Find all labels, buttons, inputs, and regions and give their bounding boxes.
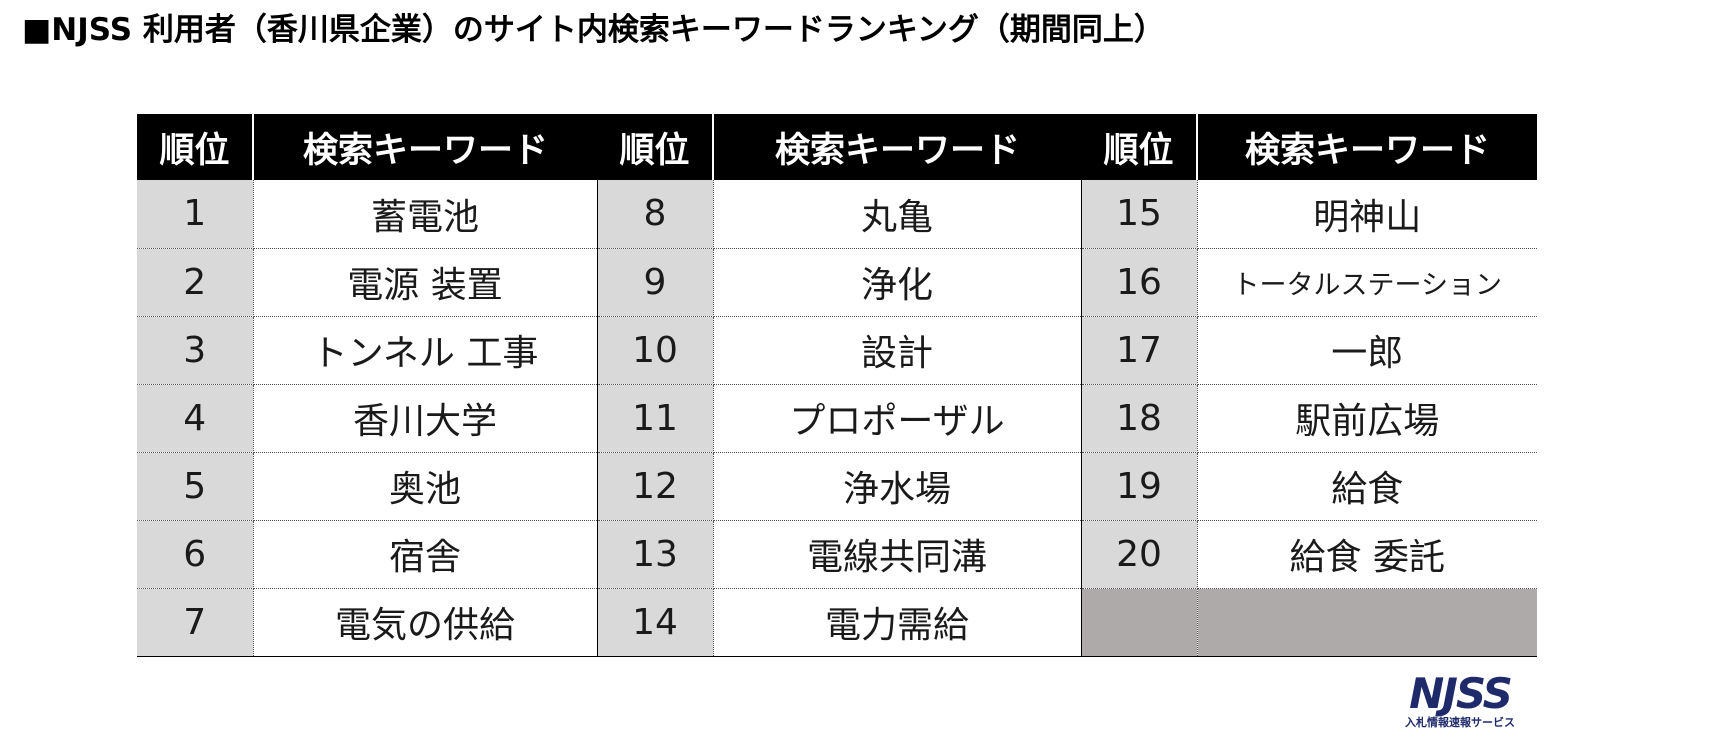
rank-cell: 5: [137, 452, 254, 521]
keyword-ranking-table: 順位 検索キーワード 順位 検索キーワード 順位 検索キーワード 1 蓄電池 8…: [137, 114, 1537, 657]
rank-cell: 6: [137, 520, 254, 589]
logo-subtitle: 入札情報速報サービス: [1405, 716, 1515, 729]
keyword-cell: 浄化: [713, 248, 1082, 317]
rank-cell: 18: [1081, 384, 1198, 453]
keyword-cell: トータルステーション: [1197, 248, 1537, 317]
header-keyword: 検索キーワード: [253, 114, 597, 180]
header-keyword: 検索キーワード: [1197, 114, 1537, 180]
keyword-cell: 駅前広場: [1197, 384, 1537, 453]
keyword-cell: トンネル 工事: [253, 316, 598, 385]
rank-cell: 8: [597, 180, 714, 249]
keyword-cell: 電源 装置: [253, 248, 598, 317]
header-keyword: 検索キーワード: [713, 114, 1081, 180]
page-title: ■NJSS 利用者（香川県企業）のサイト内検索キーワードランキング（期間同上）: [22, 12, 1165, 48]
njss-logo: NJSS 入札情報速報サービス: [1390, 672, 1530, 738]
keyword-cell: 奥池: [253, 452, 598, 521]
rank-cell: 20: [1081, 520, 1198, 589]
keyword-cell: 給食: [1197, 452, 1537, 521]
keyword-cell: 設計: [713, 316, 1082, 385]
rank-cell: 12: [597, 452, 714, 521]
rank-cell: 15: [1081, 180, 1198, 249]
keyword-cell: 電力需給: [713, 588, 1082, 657]
rank-cell: 14: [597, 588, 714, 657]
logo-mark: NJSS: [1409, 669, 1513, 718]
keyword-cell: 香川大学: [253, 384, 598, 453]
header-rank: 順位: [137, 114, 254, 180]
empty-keyword-cell: [1197, 588, 1537, 657]
rank-cell: 4: [137, 384, 254, 453]
table-row: 4 香川大学 11 プロポーザル 18 駅前広場: [137, 384, 1537, 453]
rank-cell: 13: [597, 520, 714, 589]
keyword-cell: 電線共同溝: [713, 520, 1082, 589]
empty-rank-cell: [1081, 588, 1198, 657]
keyword-cell: 一郎: [1197, 316, 1537, 385]
keyword-cell: 宿舎: [253, 520, 598, 589]
rank-cell: 19: [1081, 452, 1198, 521]
table-row: 7 電気の供給 14 電力需給: [137, 588, 1537, 657]
rank-cell: 10: [597, 316, 714, 385]
rank-cell: 3: [137, 316, 254, 385]
table-row: 3 トンネル 工事 10 設計 17 一郎: [137, 316, 1537, 385]
keyword-cell: 電気の供給: [253, 588, 598, 657]
rank-cell: 1: [137, 180, 254, 249]
table-row: 2 電源 装置 9 浄化 16 トータルステーション: [137, 248, 1537, 317]
header-rank: 順位: [597, 114, 714, 180]
rank-cell: 9: [597, 248, 714, 317]
table-row: 1 蓄電池 8 丸亀 15 明神山: [137, 180, 1537, 249]
keyword-cell: プロポーザル: [713, 384, 1082, 453]
header-rank: 順位: [1081, 114, 1198, 180]
rank-cell: 2: [137, 248, 254, 317]
table-row: 6 宿舎 13 電線共同溝 20 給食 委託: [137, 520, 1537, 589]
table-header-row: 順位 検索キーワード 順位 検索キーワード 順位 検索キーワード: [137, 114, 1537, 180]
keyword-cell: 給食 委託: [1197, 520, 1537, 589]
keyword-cell: 丸亀: [713, 180, 1082, 249]
keyword-cell: 浄水場: [713, 452, 1082, 521]
table-row: 5 奥池 12 浄水場 19 給食: [137, 452, 1537, 521]
rank-cell: 11: [597, 384, 714, 453]
keyword-cell: 明神山: [1197, 180, 1537, 249]
keyword-cell: 蓄電池: [253, 180, 598, 249]
rank-cell: 7: [137, 588, 254, 657]
rank-cell: 16: [1081, 248, 1198, 317]
rank-cell: 17: [1081, 316, 1198, 385]
